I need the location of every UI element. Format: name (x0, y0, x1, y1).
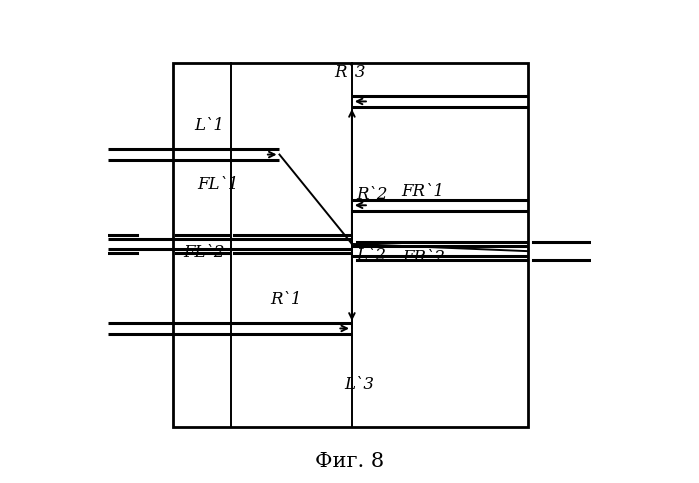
Text: FR`1: FR`1 (402, 183, 445, 199)
Text: R`1: R`1 (270, 291, 301, 308)
Text: R`3: R`3 (334, 64, 366, 81)
Text: FR`2: FR`2 (403, 249, 446, 266)
Text: FL`2: FL`2 (183, 244, 224, 261)
Text: R`2: R`2 (356, 186, 388, 203)
Text: L`3: L`3 (345, 376, 375, 393)
Text: Фиг. 8: Фиг. 8 (315, 452, 384, 471)
Text: L`2: L`2 (356, 247, 387, 264)
Text: L`1: L`1 (194, 117, 224, 134)
Text: FL`1: FL`1 (197, 176, 239, 193)
Bar (173, 63, 528, 427)
